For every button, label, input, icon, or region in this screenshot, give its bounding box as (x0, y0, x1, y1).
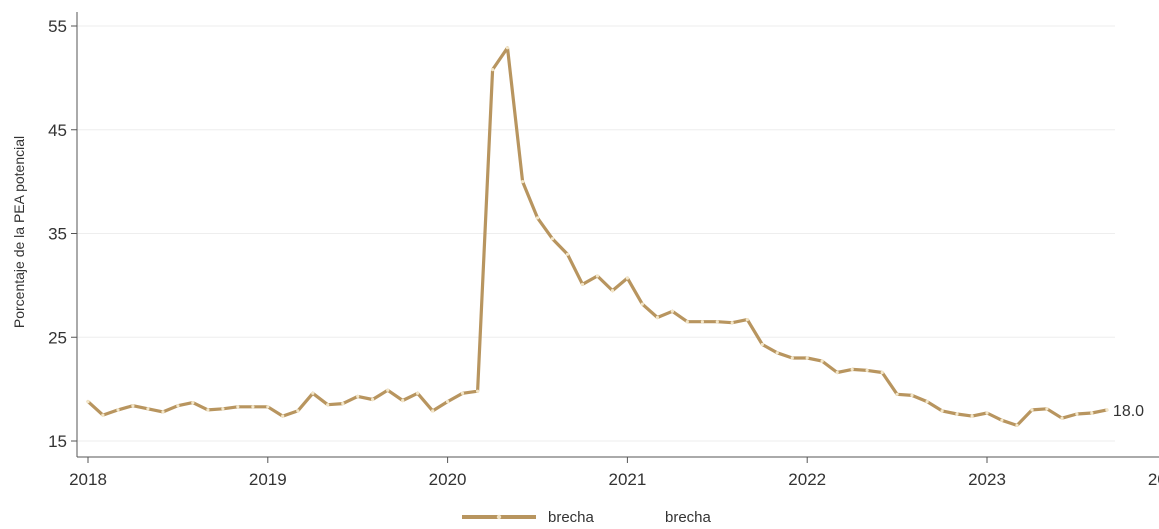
x-tick-label: 2018 (69, 470, 107, 489)
data-point (521, 180, 525, 184)
data-point (326, 403, 330, 407)
data-point (535, 216, 540, 220)
x-tick-label: 2021 (608, 470, 646, 489)
data-point (386, 388, 390, 392)
data-point (416, 391, 420, 395)
y-tick-label: 15 (48, 432, 67, 451)
labels-layer: 15 25 35 45 55 2018 2019 2020 2021 2022 2023 2024 18… (48, 17, 1159, 489)
data-point (1045, 407, 1049, 411)
data-point (1030, 408, 1034, 412)
data-point (401, 398, 405, 403)
data-point (550, 237, 555, 241)
x-tick-label: 2024 (1148, 470, 1159, 489)
data-point (311, 391, 315, 395)
data-point (565, 252, 570, 256)
data-point (266, 405, 270, 409)
data-point (1000, 418, 1004, 422)
legend-swatch-marker (496, 514, 502, 520)
data-point (116, 408, 120, 412)
data-point (925, 400, 929, 404)
data-point (161, 410, 165, 414)
data-point (865, 368, 869, 372)
legend-label-secondary: brecha (665, 509, 712, 526)
data-point (446, 400, 450, 404)
y-axis-title: Porcentaje de la PEA potencial (11, 136, 27, 328)
data-point (985, 411, 989, 415)
data-point (1060, 416, 1064, 420)
data-point (476, 389, 480, 393)
data-point (236, 405, 240, 409)
data-point (850, 367, 854, 371)
data-point (1105, 408, 1109, 412)
y-tick-label: 45 (48, 121, 67, 140)
data-point (491, 68, 495, 72)
data-point (221, 407, 225, 411)
end-value-label: 18.0 (1113, 403, 1144, 420)
data-point (760, 342, 764, 347)
data-point (970, 414, 974, 418)
data-point (820, 359, 824, 363)
y-tick-label: 25 (48, 328, 67, 347)
data-point (281, 414, 285, 418)
data-point (700, 320, 705, 324)
x-tick-label: 2022 (788, 470, 826, 489)
data-point (805, 356, 809, 360)
y-tick-label: 35 (48, 225, 67, 244)
data-point (745, 318, 749, 322)
data-point (296, 409, 300, 413)
data-point (610, 289, 615, 293)
data-point (191, 401, 195, 405)
x-tick-label: 2020 (429, 470, 467, 489)
grid-lines (77, 25, 1115, 442)
data-point (640, 302, 644, 306)
data-point (176, 404, 180, 408)
y-tick-label: 55 (48, 17, 67, 36)
data-point (940, 409, 944, 413)
data-point (505, 46, 510, 50)
data-point (86, 400, 90, 404)
data-point (1015, 423, 1019, 427)
series-line-brecha (86, 46, 1109, 427)
data-point (206, 408, 210, 412)
data-point (955, 412, 959, 416)
data-point (685, 320, 689, 324)
data-point (775, 351, 779, 355)
data-point (655, 315, 660, 320)
data-point (131, 404, 135, 408)
data-point (880, 370, 884, 375)
series-layer (86, 46, 1109, 427)
data-point (790, 356, 794, 360)
data-point (1075, 412, 1079, 416)
data-point (895, 392, 899, 396)
data-point (356, 394, 360, 398)
data-point (910, 393, 914, 397)
data-point (371, 397, 375, 402)
data-point (595, 274, 600, 278)
data-point (251, 405, 255, 409)
x-tick-label: 2023 (968, 470, 1006, 489)
data-point (101, 413, 105, 417)
x-tick-label: 2019 (249, 470, 287, 489)
legend-label-series: brecha (548, 509, 595, 526)
legend: brecha brecha (462, 509, 712, 526)
data-point (670, 309, 675, 313)
data-point (730, 321, 734, 325)
axes (71, 12, 1159, 463)
data-point (835, 370, 839, 375)
data-point (1090, 411, 1094, 415)
data-point (431, 409, 435, 413)
data-point (460, 391, 465, 395)
data-point (146, 407, 150, 411)
data-point (625, 276, 630, 280)
data-point (715, 320, 719, 324)
data-point (341, 402, 345, 406)
data-point (580, 282, 585, 286)
